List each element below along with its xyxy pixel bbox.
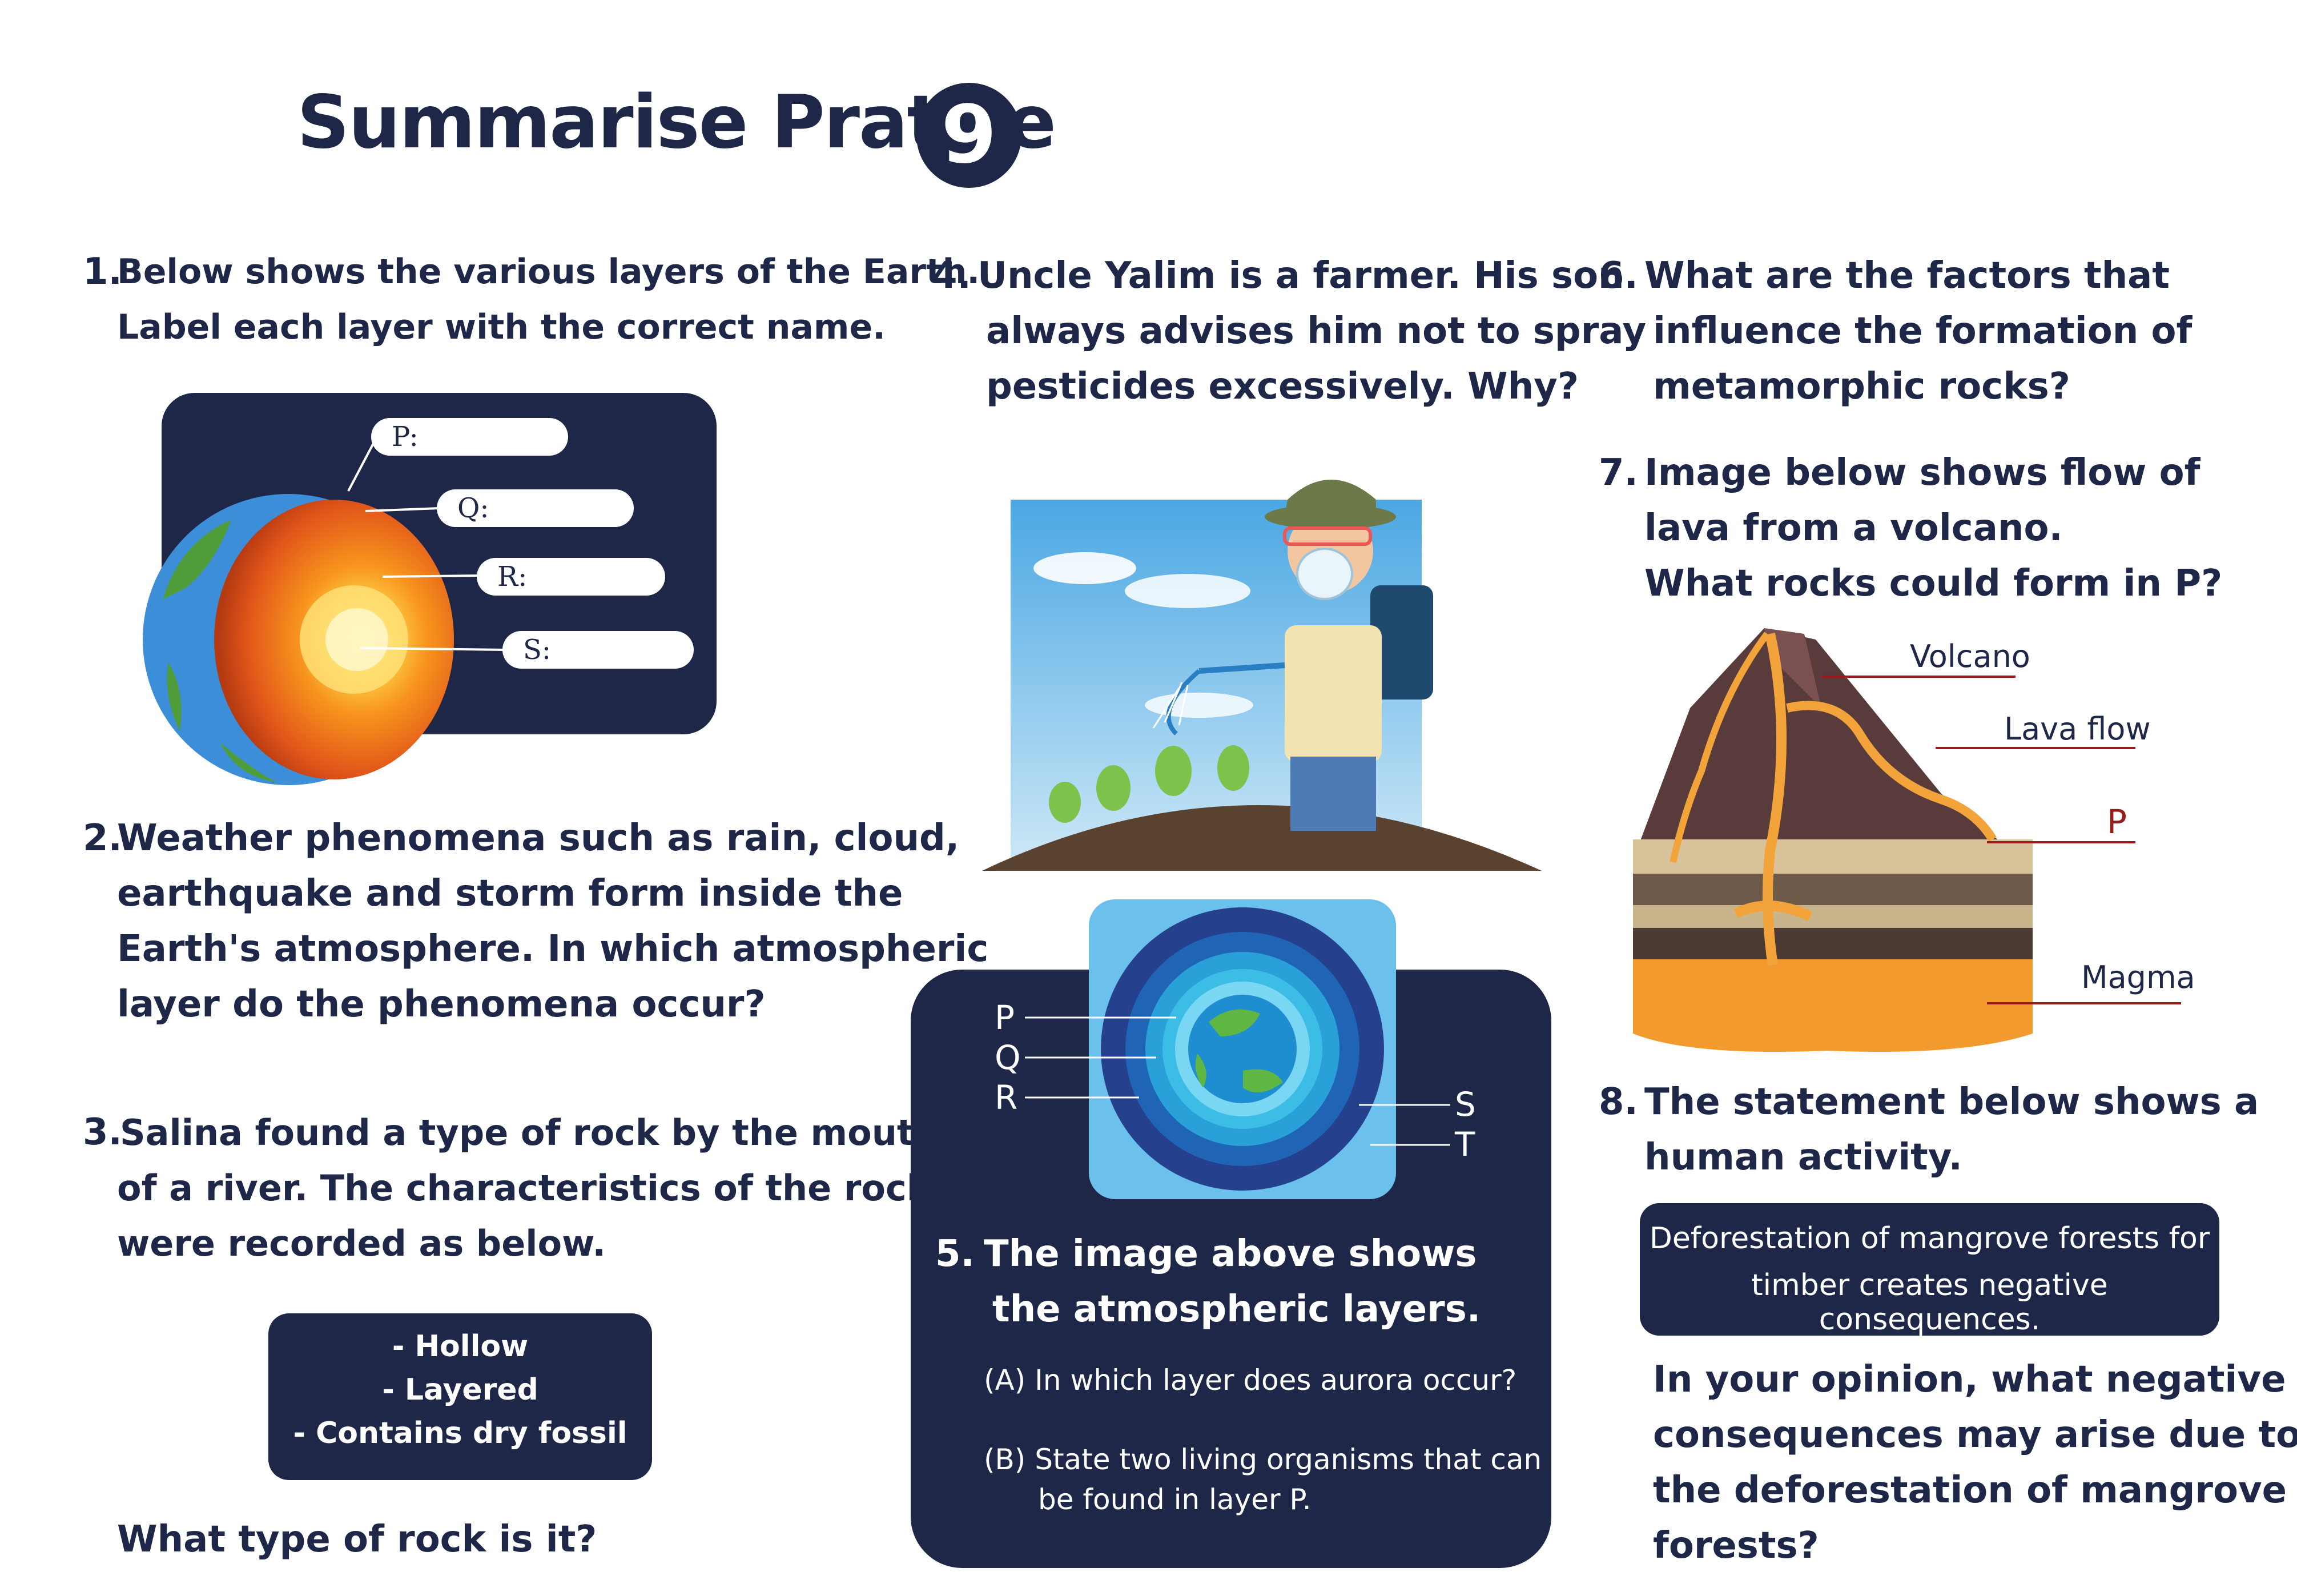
layer-label-t: T [1455, 1125, 1475, 1164]
question-text-line: the deforestation of mangrove [1653, 1469, 2287, 1511]
question-text-line: earthquake and storm form inside the [117, 873, 903, 915]
label-p: P: [392, 421, 419, 453]
question-number: 4. [932, 255, 971, 297]
lava-flow-label: Lava flow [2004, 711, 2151, 747]
question-text-line: The image above shows [984, 1233, 1477, 1275]
layer-label-q: Q [995, 1038, 1021, 1077]
question-text-line: What are the factors that [1644, 255, 2170, 297]
statement-line: timber creates negative consequences. [1751, 1268, 2108, 1337]
question-5-part-b-line: (B) State two living organisms that can [984, 1443, 1542, 1476]
question-text-line: metamorphic rocks? [1653, 365, 2070, 408]
statement-box: Deforestation of mangrove forests for ti… [1640, 1203, 2219, 1337]
lava-conduit [1763, 633, 1787, 966]
question-text-line: Uncle Yalim is a farmer. His son [977, 255, 1624, 297]
question-text-line: always advises him not to spray [986, 310, 1647, 352]
layer-label-s: S [1455, 1085, 1476, 1124]
p-label: P [2107, 802, 2127, 841]
question-text-line: layer do the phenomena occur? [117, 983, 766, 1026]
question-text-line: What rocks could form in P? [1644, 562, 2223, 605]
question-text-line: forests? [1653, 1525, 1819, 1567]
rock-characteristics-box: - Hollow - Layered - Contains dry fossil [268, 1313, 652, 1480]
question-1: 1. Below shows the various layers of the… [83, 244, 980, 359]
title-number-badge: 9 [916, 83, 1021, 188]
volcano-label: Volcano [1910, 638, 2030, 674]
question-text-line: Image below shows flow of [1644, 452, 2201, 494]
farmer-spraying-illustration [982, 480, 1542, 871]
farmer [1166, 480, 1433, 831]
question-number: 3. [83, 1111, 122, 1153]
label-s: S: [523, 634, 552, 666]
earth-cross-section-illustration [143, 494, 454, 785]
question-text-line: pesticides excessively. Why? [986, 365, 1579, 408]
question-6: 6. What are the factors that influence t… [1599, 248, 2227, 420]
characteristic-item: - Hollow [392, 1329, 529, 1364]
plants [1049, 745, 1249, 823]
question-text-line: human activity. [1644, 1136, 1962, 1179]
question-8: 8. The statement below shows a human act… [1599, 1075, 2259, 1189]
characteristic-item: - Contains dry fossil [293, 1416, 627, 1450]
question-text-line: lava from a volcano. [1644, 507, 2063, 549]
question-number: 2. [83, 817, 122, 859]
question-3-prompt: What type of rock is it? [117, 1518, 597, 1561]
magma-label: Magma [2081, 959, 2195, 995]
hill [982, 805, 1542, 871]
question-number: 7. [1599, 452, 1638, 494]
question-text-line: In your opinion, what negative [1653, 1358, 2286, 1401]
question-2: 2. Weather phenomena such as rain, cloud… [83, 811, 988, 1039]
question-7: 7. Image below shows flow of lava from a… [1599, 445, 2227, 617]
label-q: Q: [457, 492, 489, 524]
atmosphere-layers-diagram [1101, 907, 1384, 1191]
layer-label-r: R [995, 1078, 1018, 1117]
question-5-part-a: (A) In which layer does aurora occur? [984, 1364, 1517, 1397]
question-number: 6. [1599, 255, 1638, 297]
question-text-line: consequences may arise due to [1653, 1414, 2297, 1456]
question-number: 8. [1599, 1081, 1638, 1123]
question-text-line: Weather phenomena such as rain, cloud, [117, 817, 960, 859]
label-r: R: [497, 561, 528, 593]
question-text-line: the atmospheric layers. [992, 1288, 1481, 1330]
title-number: 9 [941, 89, 997, 182]
question-3: 3. Salina found a type of rock by the mo… [83, 1105, 939, 1276]
label-field-s[interactable]: S: [502, 631, 694, 669]
label-field-q[interactable]: Q: [437, 489, 634, 527]
question-5: 5. The image above shows the atmospheric… [935, 1227, 1535, 1352]
question-number: 1. [83, 251, 122, 293]
question-5-part-b-line: be found in layer P. [1038, 1483, 1312, 1516]
question-4: 4. Uncle Yalim is a farmer. His son alwa… [932, 248, 1646, 420]
question-text-line: The statement below shows a [1644, 1081, 2259, 1123]
question-text-line: influence the formation of [1653, 310, 2193, 352]
question-text-line: of a river. The characteristics of the r… [117, 1167, 930, 1209]
question-text-line: Earth's atmosphere. In which atmospheric [117, 928, 989, 970]
question-text-line: Label each layer with the correct name. [117, 307, 886, 347]
layer-label-p: P [995, 998, 1015, 1037]
question-text-line: were recorded as below. [117, 1223, 606, 1264]
magma-chamber [1633, 959, 2033, 1052]
statement-line: Deforestation of mangrove forests for [1649, 1221, 2210, 1256]
question-number: 5. [935, 1233, 975, 1275]
volcano-lava-flow-illustration [1633, 628, 2033, 1052]
characteristic-item: - Layered [382, 1373, 538, 1407]
spray-mist [1152, 682, 1189, 729]
label-field-r[interactable]: R: [477, 558, 665, 596]
question-text-line: Below shows the various layers of the Ea… [117, 252, 980, 292]
question-8-prompt: In your opinion, what negative consequen… [1653, 1352, 2297, 1592]
label-field-p[interactable]: P: [371, 418, 568, 456]
question-text-line: Salina found a type of rock by the mouth [120, 1112, 939, 1153]
lava-flow-path [1786, 701, 1997, 842]
